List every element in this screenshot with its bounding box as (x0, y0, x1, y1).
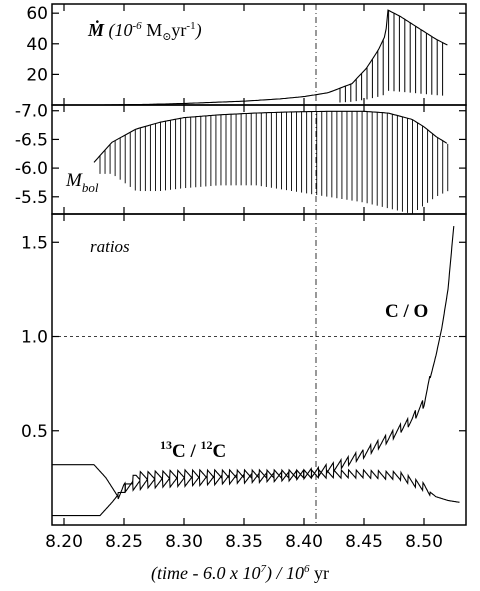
y-tick-label: 40 (26, 35, 48, 55)
mbol-series-line (93, 110, 448, 163)
c-over-o-label: C / O (385, 301, 428, 322)
x-tick-label: 8.30 (165, 532, 203, 552)
mdot-panel-label: Ṁ (10-6 M⊙yr-1) (87, 19, 202, 43)
y-tick-label: 1.5 (21, 233, 48, 253)
y-tick-label: -7.0 (15, 102, 48, 122)
y-tick-label: 1.0 (21, 328, 48, 348)
panel-frame (51, 213, 467, 526)
x-tick-label: 8.50 (405, 532, 443, 552)
x-tick-label: 8.25 (105, 532, 143, 552)
x-tick-label: 8.45 (345, 532, 383, 552)
mbol-panel-label: Mbol (65, 170, 99, 195)
mbol-panel: -7.0 -6.5 -6.0 -5.5 (15, 102, 467, 215)
c13-over-c12-line (52, 464, 460, 503)
y-tick-label: -6.5 (15, 130, 48, 150)
x-tick-label: 8.35 (225, 532, 263, 552)
x-axis-title: (time - 6.0 x 107) / 106 yr (151, 563, 329, 584)
y-tick-label: 20 (26, 65, 48, 85)
y-tick-label: 0.5 (21, 422, 48, 442)
x-tick-label: 8.20 (45, 532, 83, 552)
y-tick-label: -6.0 (15, 159, 48, 179)
ratios-panel: 0.5 1.0 1.5 8.20 8.25 8.30 8.35 8.40 8.45 8.50 (21, 213, 467, 552)
y-tick-label: -5.5 (15, 188, 48, 208)
x-tick-label: 8.40 (285, 532, 323, 552)
c-over-o-line (52, 226, 455, 517)
c13-over-c12-label: 13C / 12C (160, 438, 226, 462)
mdot-symbol: Ṁ (87, 19, 105, 40)
y-tick-label: 60 (26, 4, 48, 24)
mdot-series-line (100, 9, 448, 106)
ratios-panel-label: ratios (90, 237, 130, 256)
